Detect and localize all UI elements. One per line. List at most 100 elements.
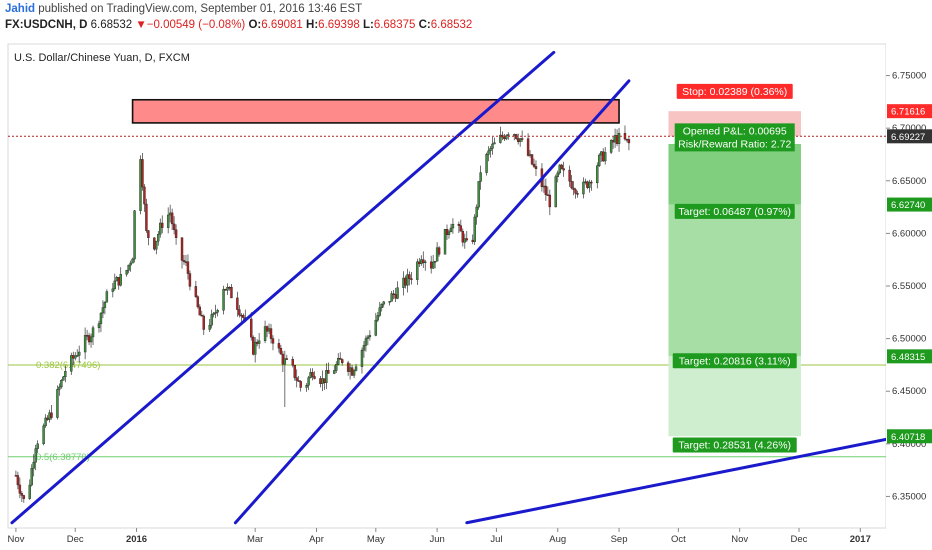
candle — [271, 338, 275, 344]
candle — [352, 370, 356, 376]
candle — [267, 328, 271, 332]
candle — [530, 154, 534, 165]
candle — [602, 151, 605, 162]
candle — [528, 154, 532, 156]
candle — [449, 227, 453, 233]
candle — [250, 318, 253, 338]
candle — [327, 370, 330, 374]
candle — [473, 216, 476, 242]
candle — [390, 293, 393, 302]
candle — [226, 286, 229, 291]
candle — [477, 181, 480, 208]
candle — [64, 371, 67, 378]
candle — [435, 247, 439, 262]
y-tick-label-6: 6.45000 — [892, 386, 926, 397]
candle — [420, 259, 423, 265]
candle — [77, 351, 81, 356]
candle — [431, 261, 435, 269]
price-axis: 6.75000 6.70000 6.65000 6.60000 6.55000 6.500… — [886, 44, 932, 528]
candle — [89, 336, 93, 343]
candle — [62, 376, 65, 381]
candle — [170, 212, 174, 225]
x-tick-label-6: Jun — [429, 534, 444, 545]
candle — [83, 335, 87, 353]
candle — [309, 372, 312, 378]
low-value: 6.68375 — [373, 19, 416, 31]
candle — [505, 135, 508, 140]
candle — [625, 138, 629, 141]
target-area-0 — [668, 143, 801, 205]
candle — [70, 355, 73, 372]
candle — [542, 185, 546, 188]
target-price-tag-1: 6.48315 — [891, 352, 925, 363]
target-label-0: Target: 0.06487 (0.97%) — [678, 206, 791, 218]
candle — [117, 277, 120, 286]
candle — [14, 475, 18, 477]
candle — [396, 287, 399, 299]
x-tick-label-2: 2016 — [126, 534, 147, 545]
candle — [507, 134, 510, 136]
candle — [182, 260, 186, 262]
author-link[interactable]: Jahid — [5, 3, 36, 15]
candle — [410, 278, 413, 280]
candle — [238, 309, 241, 316]
x-tick-label-10: Oct — [671, 534, 686, 545]
symbol-label: FX:USDCNH, D — [5, 19, 88, 31]
candle — [493, 142, 496, 145]
candle — [404, 277, 407, 286]
candle — [335, 364, 338, 371]
candle — [588, 181, 591, 188]
candle — [210, 314, 213, 326]
candle — [374, 319, 378, 336]
candle — [32, 461, 35, 469]
candle — [34, 448, 37, 463]
candle — [60, 380, 63, 388]
candle — [281, 353, 285, 365]
candle — [534, 166, 538, 169]
candle — [216, 309, 219, 313]
candle — [475, 206, 478, 218]
candle — [378, 307, 381, 316]
high-value: 6.69398 — [318, 19, 360, 31]
candle — [101, 307, 105, 314]
candles — [14, 125, 631, 503]
candle — [125, 270, 128, 275]
candle — [252, 336, 255, 355]
chart-title: U.S. Dollar/Chinese Yuan, D, FXCM — [14, 52, 190, 64]
candle — [269, 328, 273, 339]
stop-label: Stop: 0.02389 (0.36%) — [682, 86, 787, 98]
target-label-2-bg — [672, 437, 797, 453]
candle — [36, 443, 39, 449]
candle — [416, 261, 419, 280]
candle — [133, 210, 136, 260]
candle — [360, 350, 364, 367]
candle — [157, 233, 160, 242]
candle — [230, 287, 233, 299]
publish-info: published on TradingView.com, September … — [38, 3, 363, 15]
candle — [242, 315, 245, 318]
candle — [321, 378, 324, 384]
close-value: 6.68532 — [430, 19, 473, 31]
candle — [279, 347, 283, 355]
fib-label-0: 0.382(6.47496) — [36, 360, 100, 371]
candle — [406, 274, 409, 286]
candle — [323, 378, 326, 383]
candle — [159, 222, 162, 235]
candle — [155, 240, 158, 250]
x-tick-label-4: Apr — [309, 534, 324, 545]
candle — [18, 484, 22, 494]
candle — [366, 336, 370, 339]
candle — [429, 261, 433, 269]
time-axis: Nov Dec 2016 Mar Apr May Jun Jul Aug Sep Oct Nov Dec… — [7, 528, 871, 545]
x-tick-label-3: Mar — [247, 534, 263, 545]
price-axis-bg — [886, 44, 932, 528]
candle — [325, 370, 328, 383]
candle — [297, 380, 300, 382]
target-label-2: Target: 0.28531 (4.26%) — [678, 439, 791, 451]
candle — [388, 301, 391, 303]
candle — [408, 274, 411, 279]
candle — [85, 335, 89, 337]
candle — [617, 133, 621, 144]
candle — [611, 140, 615, 143]
